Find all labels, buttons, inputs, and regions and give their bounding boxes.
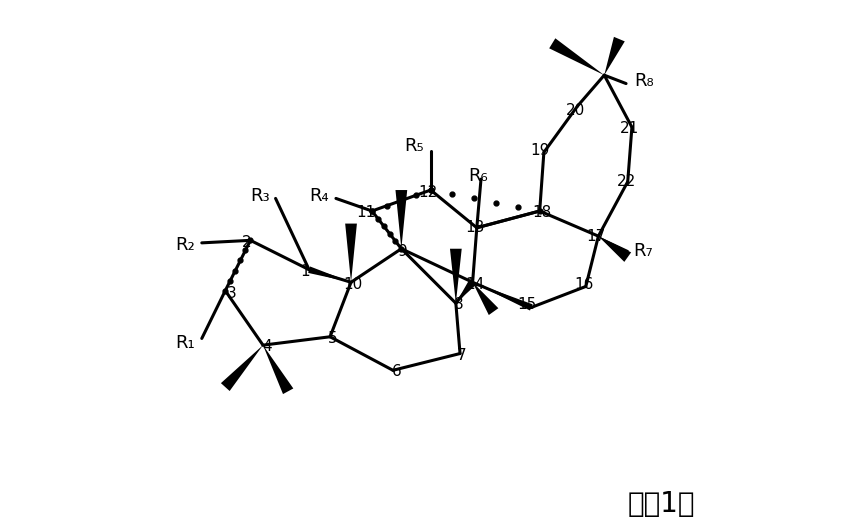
Text: 6: 6 (392, 364, 401, 380)
Text: 16: 16 (573, 277, 593, 292)
Text: 21: 21 (619, 121, 638, 136)
Text: 10: 10 (343, 277, 362, 292)
Text: R₂: R₂ (175, 236, 194, 253)
Polygon shape (450, 249, 461, 303)
Text: 22: 22 (616, 174, 635, 189)
Text: 19: 19 (529, 143, 549, 158)
Text: R₁: R₁ (175, 335, 194, 353)
Polygon shape (598, 236, 628, 259)
Text: 18: 18 (532, 205, 551, 220)
Text: 12: 12 (418, 185, 437, 200)
Text: 2: 2 (241, 235, 250, 250)
Text: 15: 15 (517, 297, 536, 312)
Text: 8: 8 (453, 297, 463, 312)
Text: 11: 11 (356, 205, 376, 220)
Text: 9: 9 (398, 244, 407, 259)
Text: 13: 13 (465, 220, 484, 235)
Text: 14: 14 (465, 277, 484, 292)
Polygon shape (598, 236, 630, 262)
Text: 1: 1 (300, 264, 309, 279)
Polygon shape (395, 190, 406, 249)
Text: R₇: R₇ (632, 242, 652, 260)
Text: 3: 3 (227, 286, 237, 301)
Text: R₈: R₈ (634, 72, 653, 90)
Text: 20: 20 (566, 103, 584, 118)
Polygon shape (345, 224, 356, 282)
Polygon shape (262, 345, 293, 394)
Polygon shape (455, 280, 475, 303)
Text: 5: 5 (327, 331, 337, 346)
Text: R₃: R₃ (250, 187, 270, 205)
Polygon shape (549, 38, 603, 75)
Text: R₅: R₅ (404, 136, 423, 155)
Polygon shape (472, 282, 532, 311)
Text: 17: 17 (585, 229, 605, 244)
Polygon shape (603, 37, 624, 75)
Text: R₆: R₆ (468, 167, 488, 185)
Polygon shape (308, 267, 351, 282)
Polygon shape (472, 282, 498, 315)
Text: R₄: R₄ (309, 187, 329, 205)
Polygon shape (221, 345, 262, 391)
Text: 7: 7 (457, 348, 466, 363)
Text: 式（1）: 式（1） (627, 491, 694, 518)
Text: 4: 4 (262, 339, 272, 354)
